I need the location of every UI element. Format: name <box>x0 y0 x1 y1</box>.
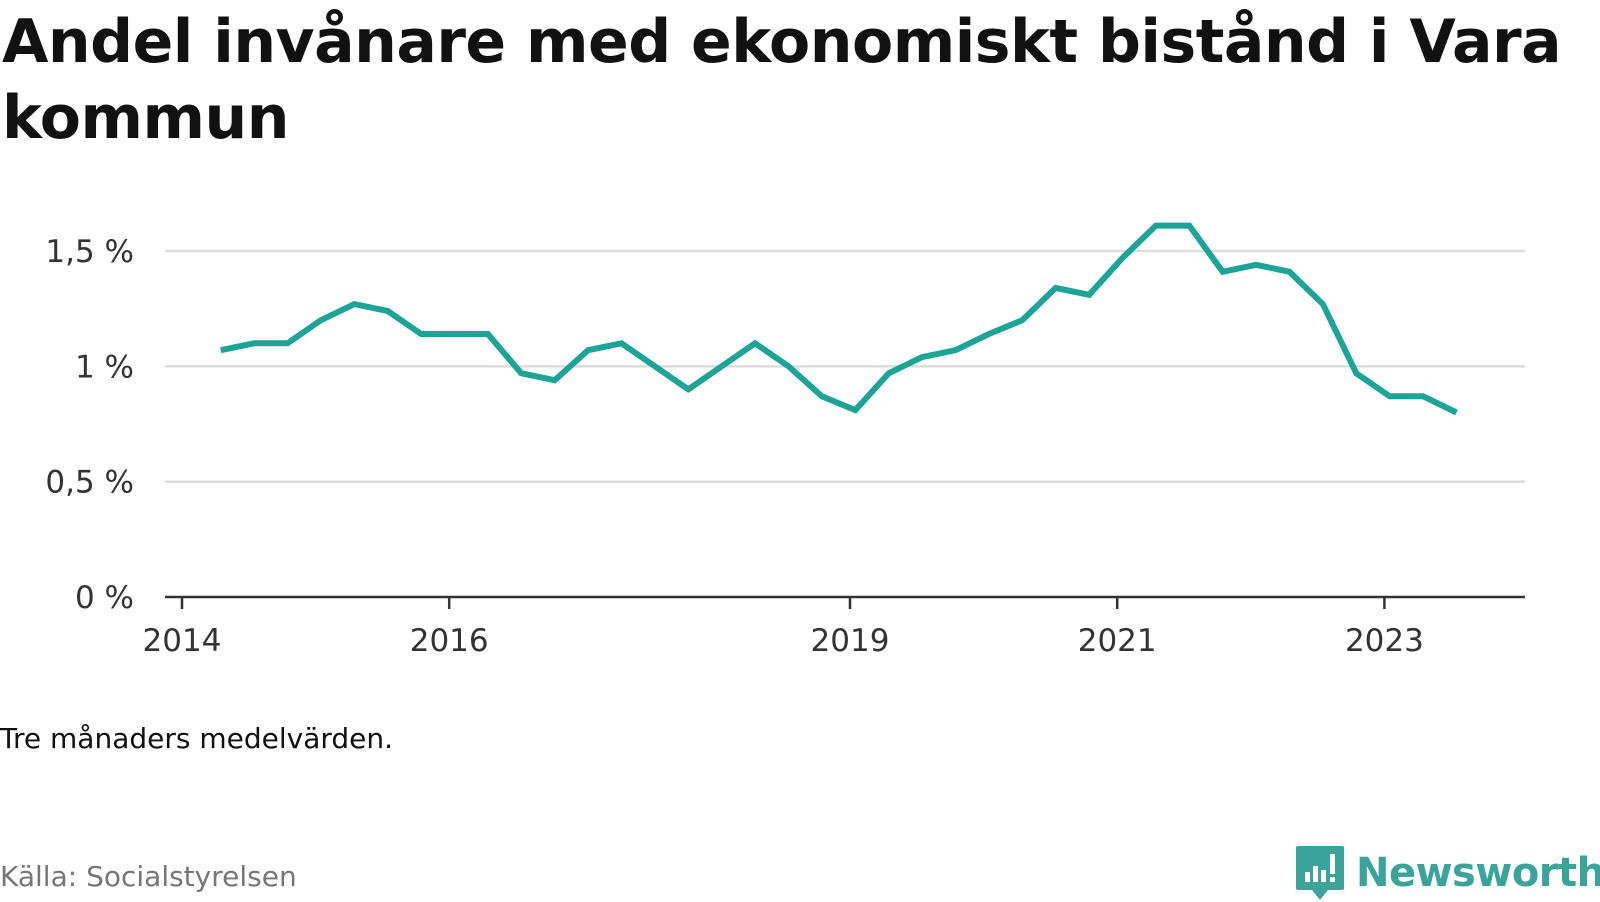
brand-name: Newsworthy <box>1356 850 1600 896</box>
chart-title: Andel invånare med ekonomiskt bistånd i … <box>2 7 1562 153</box>
gridlines <box>165 249 1525 483</box>
x-tick-label: 2023 <box>1345 623 1424 659</box>
x-axis-ticks: 2014 2016 2019 2021 2023 <box>143 597 1424 659</box>
source-credit: Källa: Socialstyrelsen <box>0 860 297 893</box>
x-tick-label: 2016 <box>410 623 489 659</box>
series-line <box>220 222 1458 416</box>
brand-logo: Newsworthy <box>1294 844 1600 902</box>
newsworthy-logo-icon <box>1296 846 1344 900</box>
x-tick-label: 2014 <box>143 623 222 659</box>
x-tick-label: 2019 <box>811 623 890 659</box>
chart-note: Tre månaders medelvärden. <box>0 722 394 755</box>
y-tick-label: 1 % <box>75 349 134 385</box>
y-axis-tick-labels: 0 % 0,5 % 1 % 1,5 % <box>45 234 134 616</box>
x-tick-label: 2021 <box>1078 623 1157 659</box>
y-tick-label: 1,5 % <box>45 234 134 270</box>
y-tick-label: 0,5 % <box>45 465 134 501</box>
y-tick-label: 0 % <box>75 580 134 616</box>
